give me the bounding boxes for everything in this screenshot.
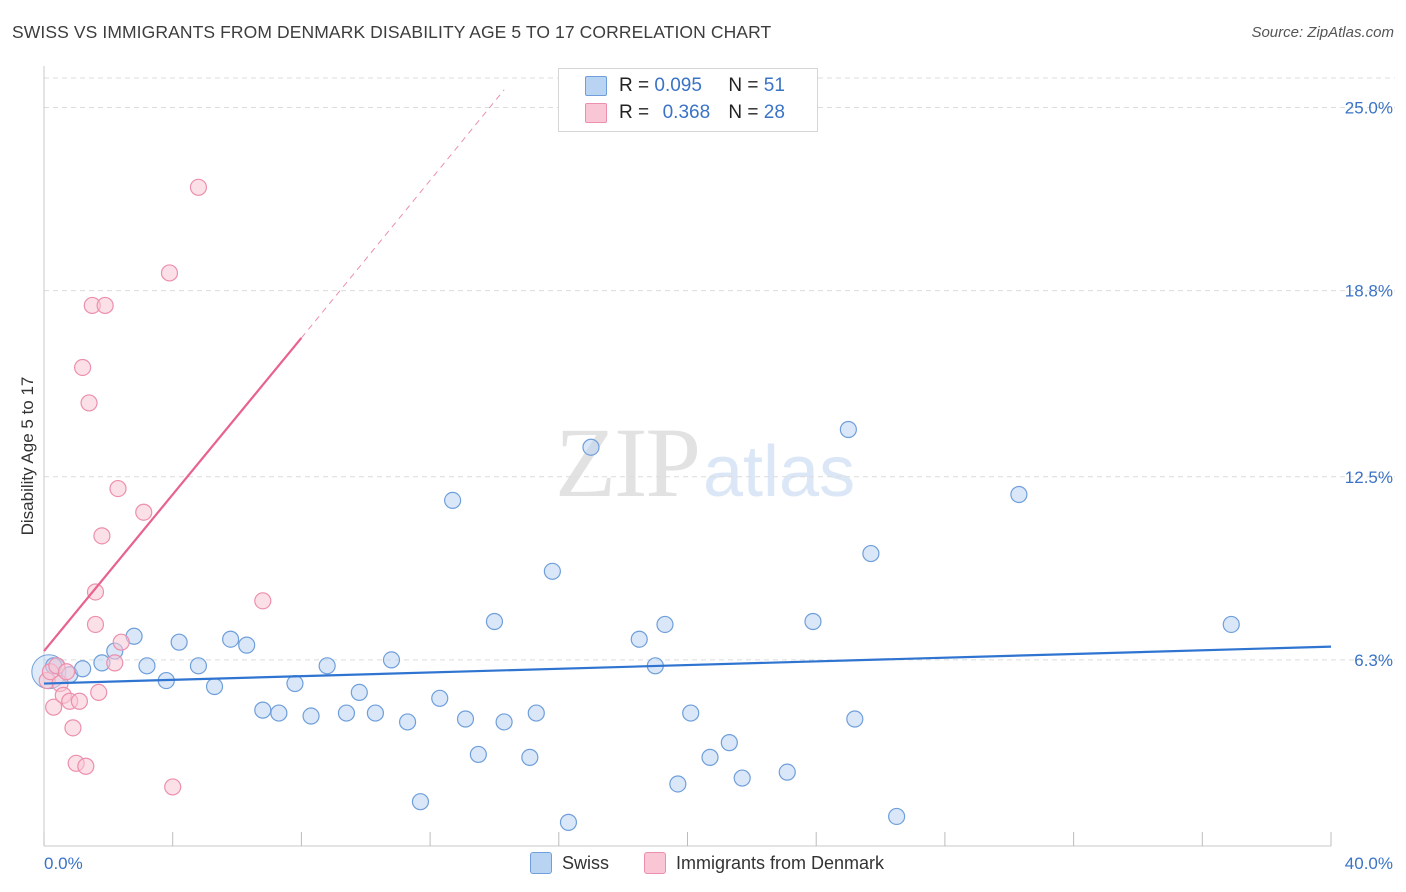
swiss-point — [521, 748, 539, 766]
swiss-trend-line — [43, 645, 1332, 685]
denmark-point — [64, 719, 82, 737]
swiss-point — [485, 612, 504, 631]
bottom-legend-swiss: Swiss — [530, 852, 609, 874]
chart-source: Source: ZipAtlas.com — [1251, 24, 1394, 41]
swiss-point — [527, 704, 545, 722]
legend-n-value: 51 — [763, 75, 785, 96]
swiss-point — [720, 734, 738, 752]
watermark-atlas: atlas — [703, 432, 856, 512]
denmark-point — [70, 692, 88, 710]
swiss-point — [1010, 485, 1028, 504]
x-tick-label: 0.0% — [44, 854, 83, 873]
swiss-point — [543, 562, 561, 580]
denmark-point — [45, 698, 63, 716]
swiss-point — [778, 763, 796, 781]
denmark-point — [86, 615, 105, 634]
swiss-point — [170, 633, 188, 651]
swiss-point — [669, 775, 687, 793]
x-tick-label: 40.0% — [1345, 854, 1393, 873]
swiss-point — [270, 704, 288, 722]
swiss-point — [431, 689, 449, 707]
denmark-point — [93, 527, 111, 545]
swiss-point — [350, 683, 368, 702]
legend-r-label: R = — [619, 75, 650, 96]
denmark-point — [74, 358, 92, 377]
legend-swatch-swiss — [585, 76, 607, 96]
swiss-point — [804, 612, 822, 631]
swiss-point — [559, 813, 578, 831]
denmark-point — [164, 778, 182, 796]
swiss-point — [862, 544, 880, 563]
swiss-point — [839, 420, 857, 439]
denmark-point — [106, 654, 124, 672]
denmark-point — [80, 394, 98, 412]
swiss-point — [682, 704, 700, 722]
denmark-point — [77, 757, 95, 775]
chart-title: SWISS VS IMMIGRANTS FROM DENMARK DISABIL… — [12, 22, 772, 42]
swiss-point — [888, 807, 906, 826]
legend-row-denmark: R = 0.368 N = 28 — [585, 100, 785, 126]
swiss-point — [1222, 615, 1240, 634]
legend-r-label: R = — [619, 102, 650, 123]
denmark-point — [96, 296, 114, 315]
legend-swatch-denmark — [585, 103, 607, 123]
denmark-point — [90, 683, 108, 702]
swiss-point — [189, 657, 208, 675]
denmark-point — [254, 592, 272, 610]
correlation-legend: R = 0.095 N = 51 R = 0.368 N = 28 — [558, 68, 818, 132]
swiss-point — [846, 710, 864, 728]
bottom-legend-swatch-denmark — [644, 852, 666, 874]
swiss-point — [582, 438, 600, 456]
swiss-point — [733, 769, 751, 787]
watermark-zip: ZIP — [555, 407, 701, 518]
swiss-point — [456, 710, 475, 728]
legend-n-label: N = — [728, 75, 759, 96]
swiss-point — [444, 491, 462, 509]
bottom-legend-label-denmark: Immigrants from Denmark — [676, 852, 885, 873]
swiss-point — [382, 651, 401, 669]
swiss-point — [656, 615, 674, 634]
denmark-trend-line — [43, 337, 303, 652]
y-tick-label: 6.3% — [1354, 651, 1393, 670]
bottom-legend-swatch-swiss — [530, 852, 552, 874]
legend-n-value: 28 — [763, 102, 785, 123]
swiss-point — [205, 677, 224, 696]
denmark-point — [135, 503, 153, 521]
legend-r-value: 0.095 — [654, 75, 702, 96]
bottom-legend-denmark: Immigrants from Denmark — [644, 852, 884, 874]
swiss-point — [495, 713, 513, 731]
denmark-point — [189, 178, 208, 196]
legend-r-value: 0.368 — [662, 102, 711, 123]
denmark-point — [112, 633, 130, 651]
denmark-trend-extension — [301, 89, 505, 339]
swiss-point — [74, 660, 92, 678]
swiss-point — [411, 793, 430, 811]
y-tick-label: 12.5% — [1345, 468, 1393, 487]
legend-row-swiss: R = 0.095 N = 51 — [585, 73, 785, 99]
legend-n-label: N = — [728, 102, 759, 123]
denmark-point — [160, 264, 179, 282]
denmark-point — [86, 583, 105, 601]
watermark: ZIPatlas — [555, 405, 855, 520]
swiss-point — [337, 704, 356, 722]
y-tick-label: 18.8% — [1345, 282, 1393, 301]
swiss-point — [469, 745, 487, 764]
bottom-legend-label-swiss: Swiss — [562, 852, 610, 873]
swiss-point — [254, 701, 272, 719]
swiss-point — [138, 657, 156, 675]
swiss-point — [398, 713, 417, 731]
swiss-point — [302, 707, 320, 725]
swiss-point — [701, 748, 719, 766]
swiss-point — [286, 674, 304, 693]
swiss-point — [366, 704, 385, 722]
swiss-point — [630, 630, 648, 648]
denmark-point — [109, 479, 127, 498]
swiss-point — [238, 636, 256, 654]
swiss-point — [222, 630, 240, 648]
y-tick-label: 25.0% — [1345, 99, 1393, 118]
denmark-point — [57, 663, 76, 681]
swiss-point — [318, 657, 336, 675]
